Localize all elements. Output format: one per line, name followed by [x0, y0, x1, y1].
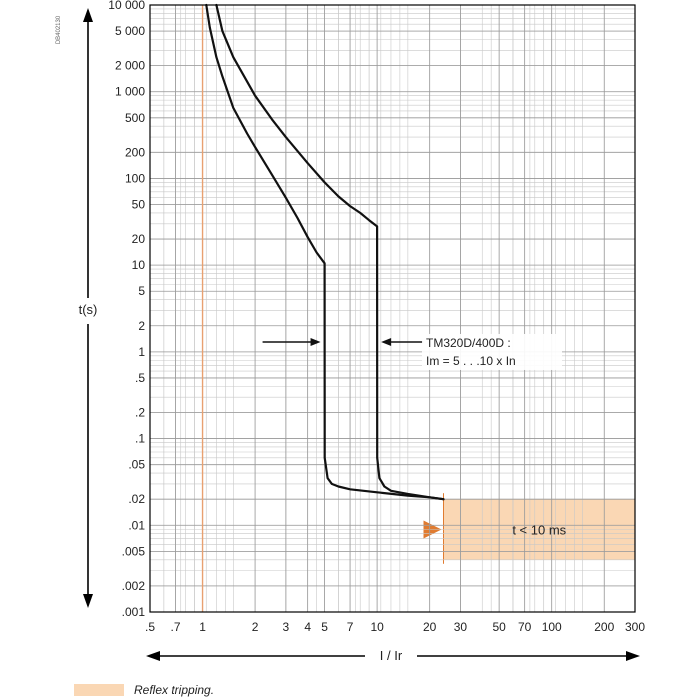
x-tick-label: 3 [283, 620, 290, 634]
x-tick-label: 2 [252, 620, 259, 634]
y-tick-label: .1 [135, 432, 145, 446]
trip-curve-lower [205, 3, 445, 501]
legend-swatch [74, 684, 124, 696]
x-tick-label: 5 [321, 620, 328, 634]
x-tick-label: 200 [594, 620, 614, 634]
y-tick-label: .02 [128, 492, 145, 506]
annotations [83, 8, 640, 661]
y-tick-label: 1 000 [115, 85, 145, 99]
legend-label: Reflex tripping. [134, 683, 214, 697]
x-tick-labels: .5 .7 1 2 3 4 5 7 10 20 30 50 70 100 200 300 [145, 620, 645, 634]
y-tick-label: .05 [128, 458, 145, 472]
y-axis-arrowhead-bottom [83, 594, 93, 608]
x-tick-label: 7 [347, 620, 354, 634]
x-axis-title: I / Ir [380, 648, 403, 663]
x-tick-label: 50 [492, 620, 506, 634]
x-tick-label: .7 [171, 620, 181, 634]
band-label: t < 10 ms [512, 522, 566, 537]
x-tick-label: 30 [454, 620, 468, 634]
y-tick-label: 2 000 [115, 59, 145, 73]
y-axis-title: t(s) [79, 302, 98, 317]
y-tick-label: .002 [122, 579, 146, 593]
x-axis-arrowhead-left [146, 651, 160, 661]
y-tick-label: .005 [122, 544, 146, 558]
y-tick-label: .2 [135, 405, 145, 419]
y-tick-label: 100 [125, 171, 145, 185]
im-label-backdrop [422, 333, 562, 370]
plot-frame [149, 4, 636, 613]
x-axis-arrowhead-right [626, 651, 640, 661]
y-tick-label: 20 [132, 232, 146, 246]
y-tick-label: 1 [138, 345, 145, 359]
x-tick-label: 4 [304, 620, 311, 634]
y-tick-label: 200 [125, 145, 145, 159]
y-tick-label: 500 [125, 111, 145, 125]
im-setting-label-line2: Im = 5 . . .10 x In [426, 354, 516, 368]
plot-frame-layer [149, 4, 636, 613]
im-setting-label-line1: TM320D/400D : [426, 336, 511, 350]
y-tick-label: 5 000 [115, 24, 145, 38]
x-tick-label: 300 [625, 620, 645, 634]
y-axis-arrowhead-top [83, 8, 93, 22]
y-tick-label: 10 [132, 258, 146, 272]
y-tick-label: 50 [132, 198, 146, 212]
y-tick-labels: 10 000 5 000 2 000 1 000 500 200 100 50 20 10 5 2 1.… [108, 0, 145, 619]
x-tick-label: .5 [145, 620, 155, 634]
figure-code: DB402130 [56, 15, 62, 44]
series-layer [205, 3, 445, 501]
y-tick-label: .5 [135, 371, 145, 385]
im-arrow-right-head [381, 337, 392, 346]
trip-curve-upper [215, 3, 445, 501]
x-tick-label: 20 [423, 620, 437, 634]
x-tick-label: 10 [370, 620, 384, 634]
x-tick-label: 1 [199, 620, 206, 634]
y-tick-label: 2 [138, 319, 145, 333]
y-tick-label: .001 [122, 605, 146, 619]
y-tick-label: 10 000 [108, 0, 145, 12]
y-tick-label: .01 [128, 518, 145, 532]
y-tick-label: 5 [138, 284, 145, 298]
x-tick-label: 70 [518, 620, 532, 634]
im-arrow-left-head [310, 337, 321, 346]
x-tick-label: 100 [542, 620, 562, 634]
